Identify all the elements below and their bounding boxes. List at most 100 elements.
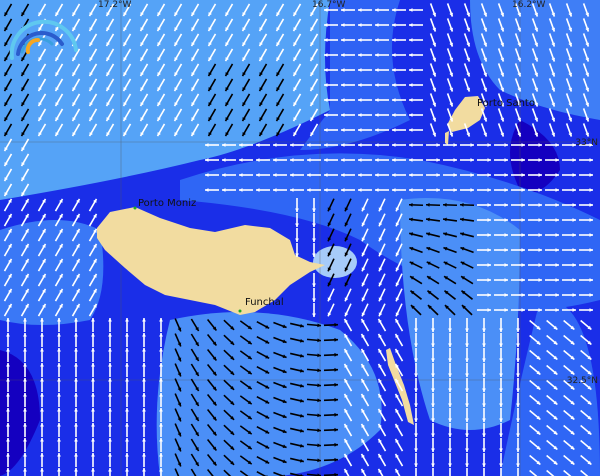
wind-arrow (414, 318, 418, 332)
wind-arrow (3, 213, 13, 227)
wind-arrow (239, 380, 253, 390)
madeira-island[interactable] (97, 207, 325, 315)
wind-arrow (324, 83, 338, 87)
wind-arrow (57, 453, 61, 467)
wind-arrow (409, 38, 423, 42)
wind-arrow (223, 439, 235, 451)
wind-arrow (3, 288, 13, 302)
wind-arrow (480, 108, 488, 122)
wind-arrow (409, 53, 423, 57)
wind-arrow (142, 378, 146, 392)
wind-arrow (360, 438, 370, 452)
wind-arrow (511, 308, 525, 312)
wind-arrow (312, 303, 316, 317)
wind-arrow (582, 123, 590, 137)
wind-arrow (174, 393, 182, 407)
wind-arrow (432, 468, 434, 476)
wind-arrow (562, 188, 576, 192)
wind-arrow (323, 322, 339, 327)
wind-arrow (156, 123, 166, 137)
wind-arrow (358, 173, 372, 177)
wind-arrow (275, 93, 285, 107)
wind-arrow (139, 93, 149, 107)
wind-arrow (91, 408, 95, 422)
wind-arrow (529, 454, 541, 466)
wind-arrow (312, 213, 316, 227)
wind-arrow (494, 158, 508, 162)
wind-arrow (91, 363, 95, 377)
wind-arrow (37, 243, 47, 257)
wind-arrow (71, 303, 81, 317)
wind-arrow (139, 3, 149, 17)
wind-arrow (546, 439, 558, 451)
wind-arrow (395, 213, 403, 227)
wind-arrow (327, 198, 335, 212)
wind-arrow (375, 158, 389, 162)
wind-arrow (306, 473, 322, 476)
wind-arrow (516, 393, 520, 407)
wind-arrow (159, 423, 163, 437)
wind-arrow (275, 123, 285, 137)
wind-arrow (125, 363, 129, 377)
wind-arrow (273, 396, 287, 404)
wind-arrow (465, 378, 469, 392)
wind-arrow (20, 63, 30, 77)
wind-arrow (461, 304, 473, 316)
wind-arrow (343, 393, 353, 407)
wind-arrow (57, 423, 61, 437)
longitude-label: 17.2°W (98, 0, 132, 10)
wind-arrow (446, 63, 454, 77)
wind-arrow (528, 293, 542, 297)
wind-arrow (579, 158, 593, 162)
wind-arrow (206, 409, 218, 421)
wind-arrow (343, 333, 353, 347)
wind-arrow (256, 365, 270, 375)
wind-arrow (375, 38, 389, 42)
wind-arrow (580, 319, 592, 331)
wind-arrow (156, 3, 166, 17)
wind-arrow (494, 248, 508, 252)
wind-arrow (3, 18, 13, 32)
wind-arrow (410, 304, 422, 316)
wind-arrow (514, 108, 522, 122)
wind-arrow (256, 188, 270, 192)
wind-arrow (516, 423, 520, 437)
wind-arrow (105, 3, 115, 17)
wind-arrow (258, 78, 268, 92)
wind-arrow (91, 438, 95, 452)
wind-arrow (460, 246, 474, 254)
wind-arrow (341, 98, 355, 102)
wind-arrow (3, 243, 13, 257)
porto-santo-island[interactable] (447, 96, 485, 132)
wind-arrow (448, 393, 452, 407)
wind-arrow (442, 202, 458, 207)
wind-arrow (54, 123, 64, 137)
wind-arrow (156, 93, 166, 107)
wind-arrow (529, 439, 541, 451)
wind-arrow (341, 8, 355, 12)
wind-arrow (37, 93, 47, 107)
wind-arrow (324, 98, 338, 102)
wind-arrow (378, 303, 386, 317)
wind-arrow (562, 263, 576, 267)
wind-arrow (565, 48, 573, 62)
wind-arrow (6, 453, 10, 467)
wind-arrow (341, 188, 355, 192)
wind-arrow (409, 113, 423, 117)
wind-arrow (159, 453, 163, 467)
wind-arrow (516, 408, 520, 422)
wind-arrow (190, 93, 200, 107)
wind-arrow (239, 158, 253, 162)
wind-arrow (460, 232, 474, 238)
wind-arrow (377, 408, 387, 422)
wind-arrow (531, 78, 539, 92)
wind-arrow (223, 454, 235, 466)
wind-arrow (414, 348, 418, 362)
wind-arrow (40, 348, 44, 362)
wind-arrow (190, 18, 200, 32)
wind-arrow (529, 319, 541, 331)
wind-arrow (580, 349, 592, 361)
wind-arrow (323, 397, 339, 402)
wind-arrow (395, 258, 403, 272)
